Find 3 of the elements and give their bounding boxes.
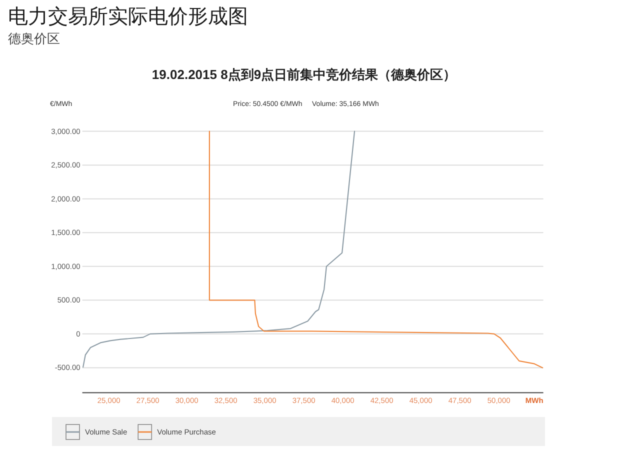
subtitle: 德奥价区: [8, 31, 60, 46]
annotation: 19.02.2015 8点到9点日前集中竞价结果（德奥价区）: [152, 67, 456, 82]
title: 电力交易所实际电价形成图: [8, 6, 248, 28]
